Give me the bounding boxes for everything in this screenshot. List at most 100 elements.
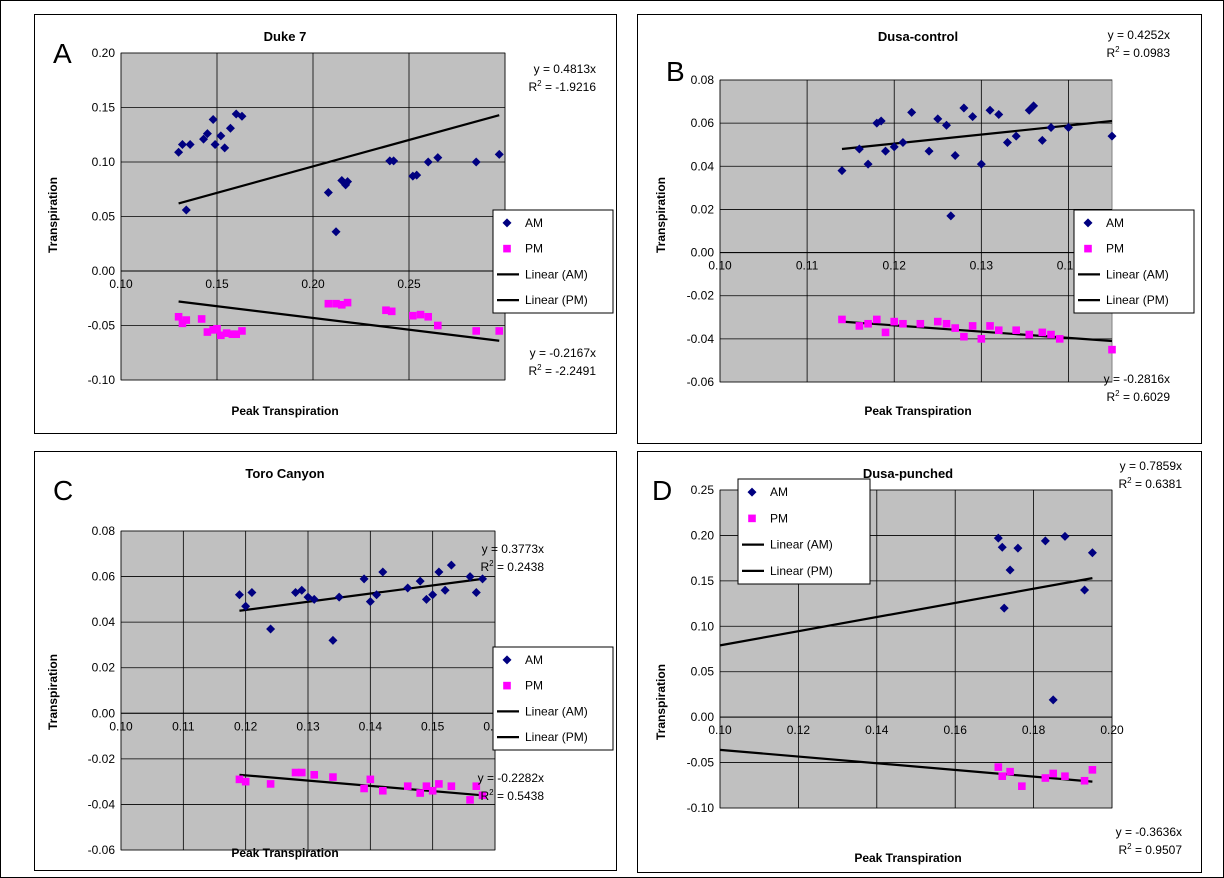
pm-point [495,327,504,335]
pm-point [472,327,480,335]
am-point [941,120,951,130]
pm-point [942,319,951,328]
am-point [378,567,388,577]
pm-point [838,315,846,324]
pm-point [379,786,387,795]
pm-point [182,316,191,324]
y-tick-label: 0.06 [691,116,715,130]
pm-point [1025,330,1034,339]
pm-point [203,328,212,336]
am-trend-equation: y = 0.4813x [534,62,596,76]
am-trend-equation: y = 0.4252x [1108,28,1170,42]
am-point [423,157,433,167]
pm-point [1006,767,1014,776]
y-tick-label: 0.10 [92,155,116,169]
am-point [331,227,341,237]
x-tick-label: 0.14 [359,719,383,733]
pm-point [387,307,396,316]
am-point [924,146,934,156]
trendline-am [719,577,1093,647]
am-trend-r-squared: R2 = -1.9216 [529,79,597,94]
am-point [494,149,504,159]
pm-trend-equation: y = -0.2282x [478,771,544,785]
am-point [907,107,917,117]
am-point [1048,695,1058,705]
y-tick-label: -0.02 [687,289,715,303]
am-point [446,560,456,570]
pm-point [238,327,246,335]
pm-point [1108,345,1116,354]
x-tick-label: 0.11 [172,719,195,733]
pm-trend-r-squared: R2 = -2.2491 [529,363,597,378]
pm-point [416,310,425,319]
pm-point [1041,774,1050,782]
legend-pm-marker [1084,244,1092,253]
pm-point [899,319,907,328]
x-axis-title: Peak Transpiration [864,404,971,418]
am-point [465,572,475,582]
pm-point [409,311,417,320]
y-tick-label: -0.06 [88,843,116,857]
plot-area-b [719,79,1113,383]
y-tick-label: 0.02 [691,202,715,216]
am-point [266,624,276,634]
legend-box [1073,209,1195,314]
am-point [372,590,382,600]
pm-point [1080,776,1089,785]
x-tick-label: 0.10 [708,723,732,737]
y-tick-label: 0.05 [92,210,116,224]
pm-point [416,789,424,797]
am-point [208,114,218,124]
trendline-pm [841,320,1113,343]
am-point [237,111,247,121]
chart-svg-c: -0.06 -0.04 -0.02 0.00 0.02 0.04 0.06 0.08 0.10 0… [46,466,614,860]
x-tick-label: 0.12 [234,719,258,733]
pm-point [864,319,872,328]
pm-trend-equation: y = -0.3636x [1116,825,1182,839]
pm-point [403,782,412,790]
am-point [889,142,899,152]
am-point [434,567,444,577]
y-tick-label: 0.10 [691,619,715,633]
am-point [1002,138,1012,148]
x-tick-label: 0.10 [109,277,133,291]
y-axis-title: Transpiration [46,177,60,253]
legend-label: Linear (PM) [525,730,588,744]
pm-point [291,768,300,777]
y-axis-title: Transpiration [46,654,60,730]
y-tick-label: 0.00 [691,710,715,724]
legend-box [492,646,614,751]
legend-pm-marker [503,244,511,253]
y-tick-label: 0.02 [92,661,116,675]
pm-point [366,775,375,784]
pm-point [435,780,443,788]
pm-point [960,332,968,341]
x-tick-label: 0.20 [301,277,325,291]
y-tick-label: 0.00 [92,264,116,278]
pm-point [977,335,986,343]
pm-point [1049,769,1057,778]
pm-point [209,326,217,334]
pm-point [228,330,237,339]
chart-svg-a: -0.10 -0.05 0.00 0.05 0.10 0.15 0.20 0.10 0.15 0.… [46,29,614,418]
pm-point [472,782,481,790]
pm-trend-equation: y = -0.2167x [530,346,596,360]
am-point [837,166,847,176]
am-point [234,590,244,600]
legend-label: Linear (AM) [525,704,588,718]
x-tick-label: 0.12 [883,259,907,273]
am-point [968,112,978,122]
legend-label: PM [525,242,543,256]
x-tick-label: 0.13 [296,719,320,733]
pm-point [197,315,206,323]
am-point [174,147,184,157]
am-point [898,138,908,148]
am-point [994,110,1004,120]
am-point [1063,122,1073,132]
y-tick-label: -0.10 [88,373,116,387]
legend-am-marker [747,487,757,497]
am-point [1029,101,1039,111]
am-point [328,635,338,645]
legend-label: Linear (PM) [1106,293,1169,307]
pm-trend-r-squared: R2 = 0.6029 [1106,389,1170,404]
